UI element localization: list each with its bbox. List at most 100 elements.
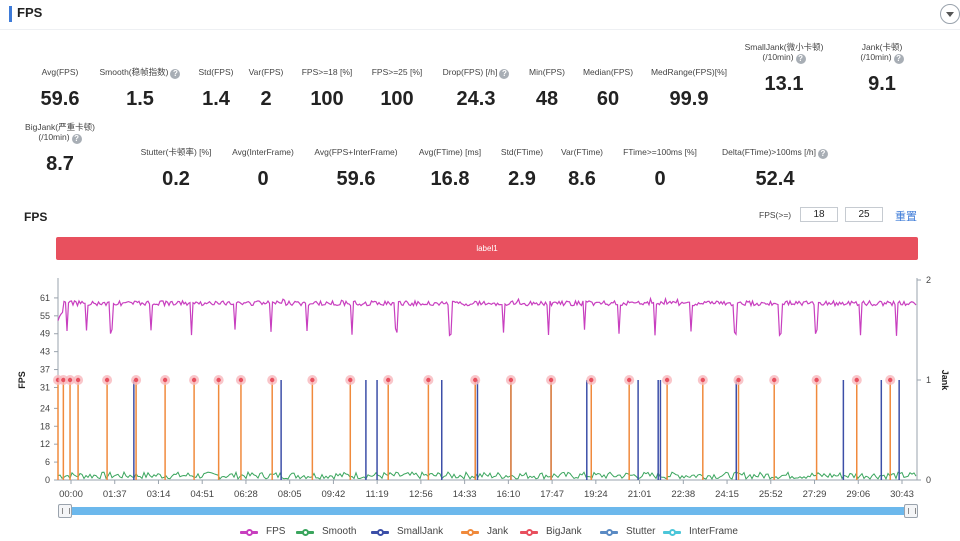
metric-label-text: FPS>=25 [%] [371,67,423,77]
x-tick-label: 14:33 [453,489,477,500]
help-icon[interactable]: ? [893,54,904,64]
help-icon[interactable]: ? [71,134,82,144]
metric-label-text: Avg(InterFrame) [232,147,294,157]
label-band[interactable]: label1 [56,237,918,260]
metric-label: Avg(FPS+InterFrame) [314,147,397,157]
bigjank-marker [736,377,741,383]
fps-series-line [57,296,917,337]
x-tick-label: 19:24 [584,489,608,500]
smooth-series-line [57,470,917,481]
metric-label: Delta(FTime)>100ms [/h]? [722,147,828,159]
metric-value: 100 [380,88,414,110]
metric-item: Avg(FTime) [ms] 16.8 [390,142,510,190]
bigjank-marker [238,377,244,383]
legend-dot [246,529,253,536]
y-tick-label: 37 [40,365,50,375]
metric-label: Drop(FPS) [/h]? [443,67,510,79]
bigjank-marker [700,377,706,383]
help-icon[interactable]: ? [170,69,181,79]
bigjank-marker [508,377,514,383]
legend-label: FPS [266,526,286,537]
metric-label: FPS>=25 [%] [372,67,423,77]
fps-threshold-high-input[interactable] [845,207,883,222]
metric-label: Var(FPS) [249,67,284,77]
metric-item: MedRange(FPS)[%] 99.9 [629,62,749,110]
bigjank-marker [626,377,632,383]
metric-value: 9.1 [868,73,896,95]
metric-value: 2 [260,88,272,110]
x-tick-label: 03:14 [147,489,171,500]
metric-label-text: Var(FTime) [560,147,604,157]
help-icon[interactable]: ? [499,69,510,79]
legend-label: InterFrame [689,526,738,537]
metric-label: Avg(FPS) [42,67,79,77]
metric-item: BigJank(严重卡顿) (/10min)? 8.7 [0,122,120,175]
y-tick-label: 0 [45,475,50,485]
x-tick-label: 01:37 [103,489,127,500]
metric-value: 24.3 [456,88,496,110]
metric-item: Jank(卡顿) (/10min)? 9.1 [822,42,942,95]
legend-dot [302,529,309,536]
bigjank-marker [664,377,670,383]
bigjank-marker [888,377,893,383]
time-range-slider[interactable] [58,504,918,518]
y2-tick-label: 0 [926,475,931,485]
y-tick-label: 61 [40,293,50,303]
chart-section-title: FPS [24,210,48,224]
metric-value: 2.9 [508,168,536,190]
slider-handle-right[interactable] [904,504,918,518]
metric-label: Jank(卡顿) (/10min)? [860,42,904,64]
metric-value: 0 [257,168,269,190]
metric-label-text: FTime>=100ms [%] [623,147,697,157]
metric-label-text: Avg(FPS) [41,67,79,77]
y-tick-label: 24 [40,403,50,413]
x-tick-label: 08:05 [278,489,302,500]
bigjank-marker [75,377,81,383]
metric-label-text: Median(FPS) [582,67,634,77]
bigjank-marker [61,377,66,383]
metrics-grid: Avg(FPS) 59.6 Smooth(稳帧指数)? 1.5 Std(FPS) 1.4 V… [0,42,960,196]
metric-label-text: Delta(FTime)>100ms [/h] [722,147,816,157]
metric-item: Avg(FPS+InterFrame) 59.6 [296,142,416,190]
reset-button[interactable]: 重置 [895,211,917,223]
y2-tick-label: 1 [926,375,931,385]
metric-label-text: Var(FPS) [248,67,284,77]
metric-label: Avg(FTime) [ms] [419,147,481,157]
bigjank-marker [67,377,73,383]
metric-value: 1.5 [126,88,154,110]
x-tick-label: 22:38 [671,489,695,500]
metric-label-unit: (/10min) [38,132,70,142]
slider-handle-left[interactable] [58,504,72,518]
metric-item: Avg(FPS) 59.6 [0,62,120,110]
slider-track[interactable] [64,507,912,515]
metric-item: Stutter(卡顿率) [%] 0.2 [116,142,236,190]
bigjank-marker [548,377,554,383]
bigjank-marker [133,377,139,383]
metric-value: 59.6 [40,88,80,110]
legend-dot [606,529,613,536]
help-icon[interactable]: ? [795,54,806,64]
metric-label: Smooth(稳帧指数)? [100,67,181,79]
fps-threshold-low-input[interactable] [800,207,838,222]
legend-dot [669,529,676,536]
metric-value: 1.4 [202,88,230,110]
fps-threshold-label: FPS(>=) [759,210,792,220]
bigjank-marker [386,377,391,383]
metric-label: Avg(InterFrame) [232,147,294,157]
header-accent-bar [9,6,12,22]
metric-item: Min(FPS) 48 [487,62,607,110]
bigjank-marker [269,377,275,383]
metric-item: FTime>=100ms [%] 0 [600,142,720,190]
metric-label-unit: (/10min) [860,52,892,62]
y-tick-label: 18 [40,421,50,431]
metric-label-text: Avg(FPS+InterFrame) [314,147,398,157]
y-tick-label: 12 [40,439,50,449]
metric-item: Delta(FTime)>100ms [/h]? 52.4 [715,142,835,190]
collapse-toggle-icon[interactable] [940,4,960,24]
metric-label-text: Avg(FTime) [ms] [418,147,482,157]
help-icon[interactable]: ? [817,149,828,159]
metric-label-text: BigJank(严重卡顿) [25,122,95,132]
x-tick-label: 04:51 [190,489,214,500]
metric-item: Std(FTime) 2.9 [462,142,582,190]
